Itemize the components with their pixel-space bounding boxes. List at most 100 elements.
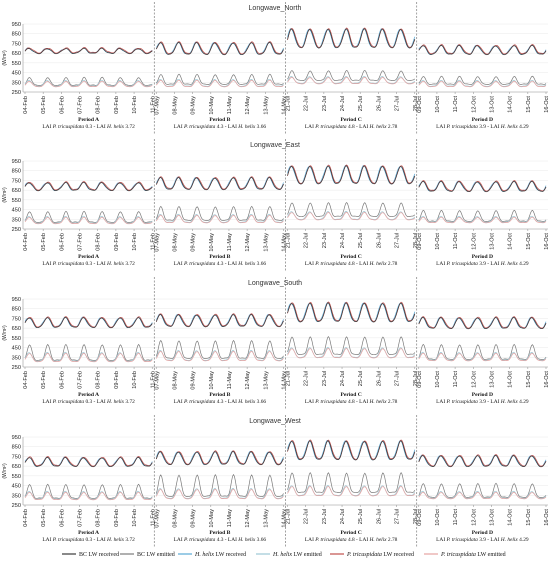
y-tick-label: 450 [12, 71, 21, 77]
x-tick-label: 28-Jul [413, 509, 419, 524]
series-line-bc-received [287, 165, 416, 185]
x-tick-label: 13-May [263, 233, 269, 252]
lai-caption: LAI P. tricuspidata 4.8 - LAI H. helix 2… [305, 537, 398, 543]
x-tick-label: 13-Oct [489, 233, 495, 250]
x-tick-label: 14-Oct [508, 371, 514, 388]
x-tick-label: 16-Oct [544, 509, 550, 526]
x-tick-label: 21-Jul [286, 96, 292, 111]
x-tick-label: 21-Jul [286, 233, 292, 248]
lai-caption-part: LAI [174, 537, 184, 543]
x-tick-label: 06-Feb [59, 509, 65, 527]
lai-caption-part: 3.66 [255, 537, 266, 543]
y-tick-label: 350 [12, 80, 21, 86]
lai-caption-part: 4.3 - LAI [215, 124, 238, 130]
lai-caption-part: H. helix [500, 537, 519, 543]
x-tick-label: 13-Oct [489, 96, 495, 113]
series-line-bc-received [24, 47, 153, 55]
lai-caption: LAI P. tricuspidata 0.3 - LAI H. helix 3… [42, 537, 135, 543]
series-line-bc-received [24, 457, 153, 468]
y-tick-label: 750 [12, 454, 21, 460]
y-tick-label: 250 [12, 90, 21, 96]
series-line-bc-received [155, 314, 284, 328]
lai-caption-part: 4.8 - LAI [347, 261, 370, 267]
x-tick-label: 11-May [227, 371, 233, 389]
x-tick-label: 07-Feb [78, 509, 84, 527]
period-label: Period B [209, 392, 230, 398]
lai-caption-part: LAI [174, 399, 184, 405]
x-tick-label: 24-Jul [340, 371, 346, 386]
series-line-ptricuspidata-emitted [24, 80, 153, 88]
chart-panel-longwave-west: Longwave_West (W/m²) 250 350 450 550 650 750 850… [2, 415, 550, 548]
series-line-ptricuspidata-emitted [24, 491, 153, 501]
period-label: Period C [340, 392, 361, 398]
x-tick-label: 04-Feb [23, 509, 29, 527]
period-label: Period D [472, 117, 493, 123]
x-tick-label: 14-May [282, 233, 288, 252]
x-tick-label: 15-Oct [526, 509, 532, 526]
x-tick-label: 08-Feb [96, 509, 102, 527]
series-line-bc-emitted [24, 343, 153, 361]
series-line-ptricuspidata-emitted [24, 352, 153, 363]
x-tick-label: 11-Feb [150, 371, 156, 388]
x-tick-label: 11-May [227, 96, 233, 114]
x-tick-label: 11-Oct [453, 233, 459, 250]
x-tick-label: 23-Jul [322, 96, 328, 111]
x-tick-label: 07-May [154, 371, 160, 390]
x-tick-label: 24-Jul [340, 96, 346, 111]
lai-caption-part: P. tricuspidata [445, 537, 478, 543]
lai-caption-part: 3.66 [255, 124, 266, 130]
lai-caption-part: H. helix [106, 537, 125, 543]
lai-caption-part: P. tricuspidata [314, 399, 347, 405]
series-line-ptricuspidata-emitted [418, 352, 547, 362]
x-tick-label: 12-May [245, 509, 251, 528]
x-tick-label: 23-Jul [322, 233, 328, 248]
x-tick-label: 12-May [245, 96, 251, 115]
period-label: Period C [340, 117, 361, 123]
x-tick-label: 13-May [263, 371, 269, 390]
y-tick-label: 450 [12, 208, 21, 214]
lai-caption-part: P. tricuspidata [52, 537, 85, 543]
series-line-hhelix-received [24, 47, 153, 55]
legend-label: BC LW emitted [137, 552, 175, 558]
lai-caption-part: 3.66 [255, 261, 266, 267]
y-tick-label: 750 [12, 316, 21, 322]
x-tick-label: 13-Oct [489, 509, 495, 526]
x-tick-label: 05-Feb [41, 509, 47, 527]
series-line-ptricuspidata-emitted [156, 214, 284, 224]
legend-label-text: LW emitted [477, 552, 505, 558]
lai-caption-part: LAI [436, 537, 446, 543]
lai-caption-part: 4.29 [518, 124, 529, 130]
series-line-bc-emitted [155, 205, 284, 221]
x-tick-label: 06-Feb [59, 371, 65, 389]
lai-caption-part: P. tricuspidata [52, 261, 85, 267]
chart-title: Longwave_South [248, 280, 302, 287]
x-tick-label: 09-May [191, 233, 197, 252]
x-tick-label: 10-Feb [132, 96, 138, 114]
lai-caption-part: 4.8 - LAI [347, 537, 370, 543]
x-tick-label: 11-Feb [150, 233, 156, 250]
lai-caption: LAI P. tricuspidata 3.9 - LAI H. helix 4… [436, 537, 529, 543]
series-line-bc-emitted [418, 209, 547, 222]
x-tick-label: 10-May [209, 233, 215, 252]
x-tick-label: 14-Oct [508, 233, 514, 250]
series-line-ptricuspidata-emitted [287, 76, 416, 85]
x-tick-label: 21-Jul [286, 371, 292, 386]
series-line-bc-emitted [155, 473, 284, 497]
x-tick-label: 09-Feb [114, 371, 120, 389]
x-tick-label: 07-May [154, 96, 160, 115]
y-tick-label: 250 [12, 365, 21, 371]
x-tick-label: 28-Jul [413, 233, 419, 248]
lai-caption-part: P. tricuspidata [183, 399, 216, 405]
x-tick-label: 07-Feb [78, 371, 84, 389]
lai-caption-part: P. tricuspidata [183, 124, 216, 130]
x-tick-label: 11-Oct [453, 371, 459, 388]
series-line-bc-received [418, 44, 547, 56]
series-line-bc-emitted [24, 210, 153, 223]
lai-caption-part: P. tricuspidata [52, 399, 85, 405]
series-line-bc-received [155, 42, 284, 56]
y-axis-label: (W/m²) [2, 325, 8, 341]
x-tick-label: 28-Jul [413, 96, 419, 111]
x-tick-label: 12-May [245, 233, 251, 252]
x-tick-label: 10-May [209, 371, 215, 390]
lai-caption-part: H. helix [106, 261, 125, 267]
